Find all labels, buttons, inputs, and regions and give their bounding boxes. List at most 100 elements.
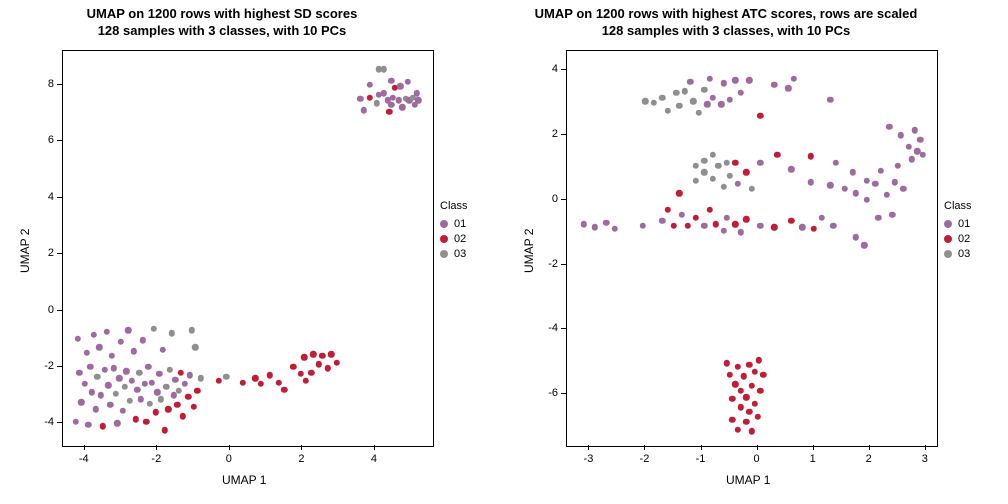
scatter-point — [192, 344, 198, 350]
x-tick — [84, 445, 85, 450]
scatter-point — [592, 224, 598, 230]
scatter-point — [746, 409, 752, 415]
scatter-point — [120, 408, 126, 414]
scatter-point — [160, 347, 166, 353]
scatter-point — [892, 179, 898, 185]
y-tick — [561, 264, 566, 265]
legend-label: 03 — [958, 248, 970, 260]
scatter-point — [833, 159, 839, 165]
legend-item: 03 — [440, 246, 468, 261]
scatter-point — [724, 360, 730, 366]
y-tick — [561, 69, 566, 70]
y-axis-label: UMAP 2 — [522, 228, 536, 272]
scatter-point — [388, 77, 394, 83]
legend-item: 01 — [944, 216, 972, 231]
scatter-point — [788, 218, 794, 224]
scatter-point — [754, 414, 760, 420]
y-axis-label: UMAP 2 — [18, 228, 32, 272]
legend: Class010203 — [440, 200, 468, 261]
scatter-point — [319, 353, 325, 359]
scatter-point — [900, 185, 906, 191]
scatter-point — [864, 197, 870, 203]
scatter-point — [853, 234, 859, 240]
scatter-point — [308, 369, 314, 375]
scatter-point — [911, 127, 917, 133]
scatter-point — [808, 179, 814, 185]
scatter-point — [109, 353, 115, 359]
scatter-point — [875, 215, 881, 221]
y-tick — [561, 393, 566, 394]
legend-item: 03 — [944, 246, 972, 261]
scatter-point — [156, 371, 162, 377]
scatter-point — [726, 372, 732, 378]
scatter-point — [920, 151, 926, 157]
x-tick-label: 2 — [866, 453, 872, 465]
scatter-point — [72, 419, 78, 425]
scatter-point — [729, 396, 735, 402]
scatter-point — [830, 223, 836, 229]
scatter-point — [757, 223, 763, 229]
scatter-point — [167, 367, 173, 373]
scatter-point — [665, 206, 671, 212]
scatter-point — [132, 416, 138, 422]
scatter-point — [799, 224, 805, 230]
scatter-point — [724, 159, 730, 165]
scatter-point — [85, 422, 91, 428]
x-tick-label: 3 — [922, 453, 928, 465]
scatter-point — [906, 143, 912, 149]
y-tick — [561, 199, 566, 200]
scatter-point — [827, 96, 833, 102]
y-tick — [57, 366, 62, 367]
scatter-point — [740, 373, 746, 379]
y-tick-label: 8 — [24, 78, 54, 90]
scatter-point — [94, 374, 100, 380]
y-tick — [561, 134, 566, 135]
scatter-point — [123, 368, 129, 374]
scatter-point — [147, 400, 153, 406]
scatter-point — [103, 329, 109, 335]
legend-swatch — [440, 220, 448, 228]
scatter-point — [178, 369, 184, 375]
left-panel: UMAP on 1200 rows with highest SD scores… — [0, 0, 504, 504]
legend-swatch — [944, 220, 952, 228]
scatter-point — [111, 365, 117, 371]
x-axis-label: UMAP 1 — [222, 473, 266, 487]
scatter-point — [889, 211, 895, 217]
scatter-point — [886, 124, 892, 130]
scatter-point — [639, 223, 645, 229]
scatter-point — [399, 104, 405, 110]
scatter-point — [701, 169, 707, 175]
scatter-point — [395, 97, 401, 103]
right-panel: UMAP on 1200 rows with highest ATC score… — [504, 0, 1008, 504]
figure-container: UMAP on 1200 rows with highest SD scores… — [0, 0, 1008, 504]
x-tick-label: -2 — [640, 453, 650, 465]
scatter-point — [735, 427, 741, 433]
scatter-point — [189, 327, 195, 333]
scatter-point — [878, 168, 884, 174]
scatter-point — [96, 344, 102, 350]
legend-swatch — [440, 250, 448, 258]
scatter-point — [827, 182, 833, 188]
scatter-point — [665, 108, 671, 114]
legend-item: 02 — [944, 231, 972, 246]
scatter-point — [388, 101, 394, 107]
scatter-point — [138, 396, 144, 402]
scatter-point — [127, 398, 133, 404]
scatter-point — [743, 216, 749, 222]
scatter-point — [413, 90, 419, 96]
scatter-point — [78, 399, 84, 405]
scatter-point — [297, 371, 303, 377]
scatter-point — [883, 192, 889, 198]
scatter-point — [701, 87, 707, 93]
scatter-point — [328, 351, 334, 357]
scatter-point — [121, 384, 127, 390]
x-tick-label: 0 — [754, 453, 760, 465]
scatter-point — [136, 369, 142, 375]
scatter-point — [749, 428, 755, 434]
scatter-point — [216, 378, 222, 384]
scatter-point — [752, 401, 758, 407]
scatter-point — [125, 327, 131, 333]
scatter-point — [760, 372, 766, 378]
x-tick-label: -2 — [151, 453, 161, 465]
plot-area — [62, 50, 434, 447]
